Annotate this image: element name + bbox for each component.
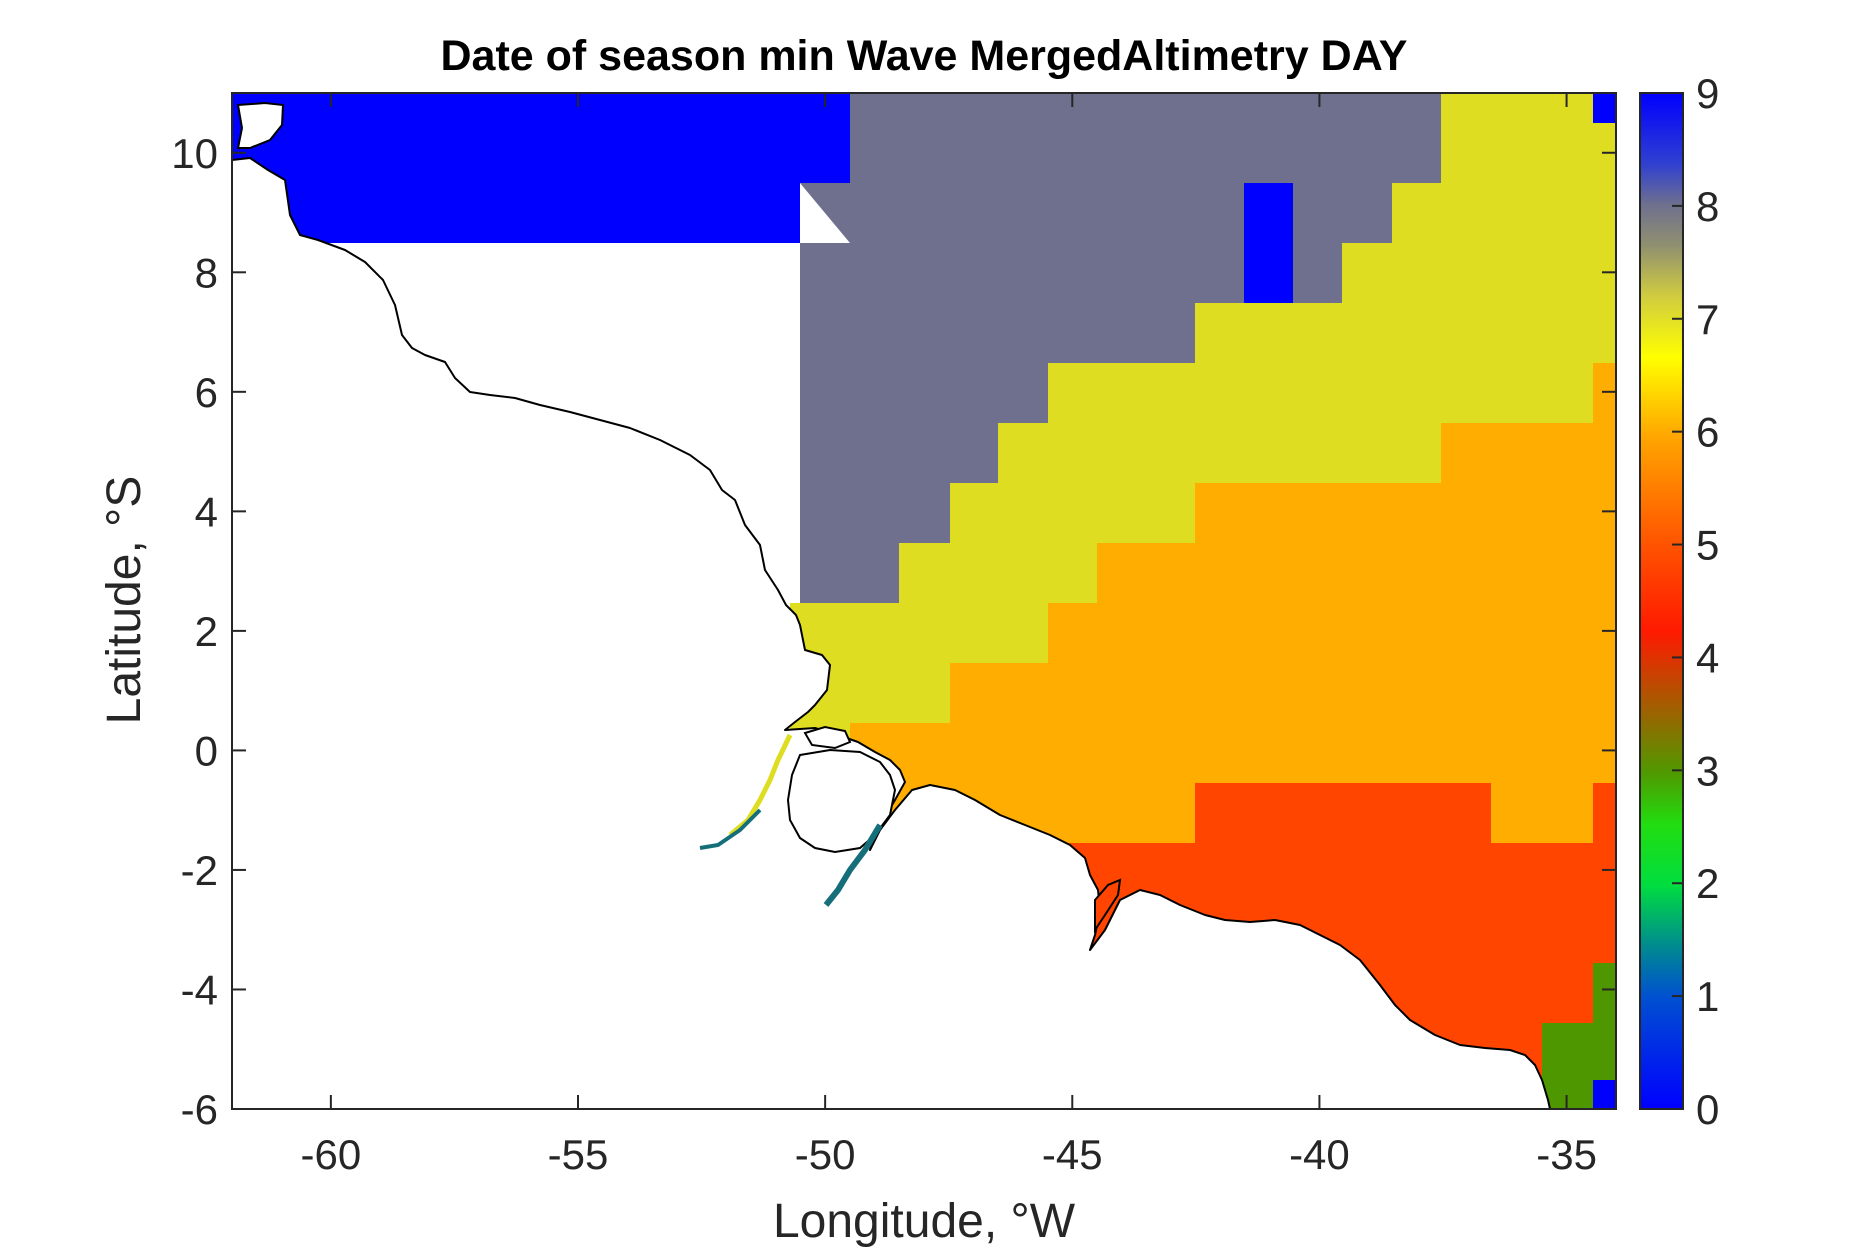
- region-value-9-northwest: [232, 93, 850, 243]
- colorbar-tick-label: 6: [1696, 409, 1719, 456]
- plot-frame: [231, 92, 1617, 1110]
- region-value-9-cell-north: [1593, 93, 1616, 123]
- region-value-7: [790, 93, 1616, 783]
- land-mass: [232, 157, 1551, 1109]
- y-tick-label: 10: [171, 130, 218, 177]
- colorbar-tick-label: 4: [1696, 634, 1719, 681]
- colorbar-tick-label: 7: [1696, 296, 1719, 343]
- colorbar-ticks: 0 1 2 3 4 5 6 7 8 9: [1672, 70, 1719, 1133]
- colorbar-tick-label: 8: [1696, 183, 1719, 230]
- y-tick-label: 2: [195, 608, 218, 655]
- chart-title: Date of season min Wave MergedAltimetry …: [441, 32, 1408, 80]
- plot-area: [232, 93, 1616, 1109]
- y-tick-label: -2: [181, 847, 218, 894]
- x-tick-label: -60: [301, 1131, 362, 1178]
- x-axis-ticks: -60 -55 -50 -45 -40 -35: [301, 93, 1597, 1178]
- x-tick-label: -50: [795, 1131, 856, 1178]
- x-tick-label: -40: [1289, 1131, 1350, 1178]
- y-axis-ticks: -6 -4 -2 0 2 4 6 8 10: [171, 130, 1616, 1133]
- x-axis-label: Longitude, °W: [773, 1195, 1076, 1248]
- river-channel-teal-west: [699, 808, 762, 850]
- y-tick-label: 0: [195, 727, 218, 774]
- region-value-9-patch: [1244, 183, 1293, 303]
- colorbar-tick-label: 9: [1696, 70, 1719, 117]
- y-tick-label: -6: [181, 1086, 218, 1133]
- colorbar: [1639, 92, 1684, 1110]
- colorbar-tick-label: 1: [1696, 973, 1719, 1020]
- colorbar-tick-label: 0: [1696, 1086, 1719, 1133]
- estuary-island-small: [803, 725, 852, 750]
- colorbar-tick-label: 3: [1696, 747, 1719, 794]
- y-tick-label: 4: [195, 488, 218, 535]
- y-axis-label: Latitude, °S: [98, 476, 151, 725]
- x-tick-label: -35: [1536, 1131, 1597, 1178]
- y-tick-label: 8: [195, 249, 218, 296]
- y-tick-label: -4: [181, 966, 218, 1013]
- northwest-island: [236, 101, 285, 149]
- region-value-3: [1542, 963, 1616, 1109]
- x-tick-label: -45: [1042, 1131, 1103, 1178]
- colorbar-tick-label: 5: [1696, 522, 1719, 569]
- region-value-9-cell-south: [1593, 1080, 1616, 1109]
- colorbar-tick-label: 2: [1696, 860, 1719, 907]
- river-channel-teal: [823, 823, 883, 907]
- y-tick-label: 6: [195, 369, 218, 416]
- bay-inlet: [1094, 878, 1122, 934]
- x-tick-label: -55: [548, 1131, 609, 1178]
